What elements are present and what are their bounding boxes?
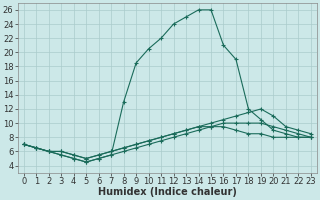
X-axis label: Humidex (Indice chaleur): Humidex (Indice chaleur) [98, 187, 237, 197]
